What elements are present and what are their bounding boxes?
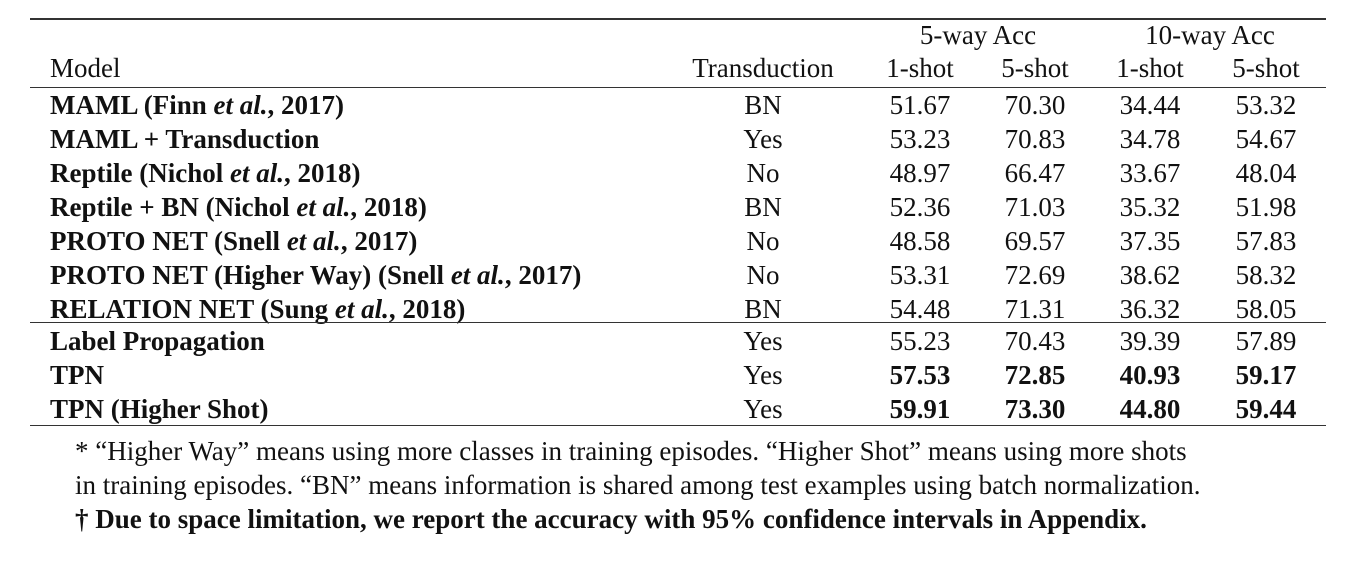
accuracy-cell: 38.62 (1119, 260, 1181, 290)
accuracy-cell: 59.17 (1235, 360, 1297, 390)
accuracy-cell: 59.91 (889, 394, 951, 424)
results-table-figure: 5-way Acc 10-way Acc Model Transduction … (30, 0, 1326, 568)
accuracy-cell: 37.35 (1119, 226, 1181, 256)
transduction-cell: BN (744, 294, 782, 324)
model-name-year: , 2018) (350, 192, 427, 222)
transduction-cell: Yes (743, 124, 783, 154)
accuracy-cell: 54.67 (1235, 124, 1297, 154)
model-name-cell: PROTO NET (Snell et al., 2017) (50, 224, 417, 258)
accuracy-cell: 48.97 (889, 158, 951, 188)
accuracy-cell: 52.36 (889, 192, 951, 222)
accuracy-cell: 70.83 (1004, 124, 1066, 154)
accuracy-cell: 40.93 (1119, 360, 1181, 390)
accuracy-cell: 51.98 (1235, 192, 1297, 222)
accuracy-cell: 69.57 (1004, 226, 1066, 256)
accuracy-cell: 57.83 (1235, 226, 1297, 256)
model-name-et-al: et al. (334, 294, 389, 324)
group-header-10-way: 10-way Acc (1145, 20, 1275, 50)
accuracy-cell: 73.30 (1004, 394, 1066, 424)
model-name-cell: Reptile + BN (Nichol et al., 2018) (50, 190, 427, 224)
table-header-rule (30, 87, 1326, 88)
transduction-cell: Yes (743, 326, 783, 356)
column-header-10way-5shot: 5-shot (1232, 53, 1300, 83)
accuracy-cell: 53.23 (889, 124, 951, 154)
accuracy-cell: 48.04 (1235, 158, 1297, 188)
model-name-year: , 2017) (504, 260, 582, 290)
accuracy-cell: 36.32 (1119, 294, 1181, 324)
accuracy-cell: 34.78 (1119, 124, 1181, 154)
column-header-transduction: Transduction (692, 53, 834, 83)
model-name-year: , 2017) (267, 90, 345, 120)
accuracy-cell: 34.44 (1119, 90, 1181, 120)
model-name-cell: TPN (Higher Shot) (50, 392, 269, 426)
model-name-cell: Label Propagation (50, 324, 265, 358)
model-name-cell: MAML + Transduction (50, 122, 319, 156)
accuracy-cell: 71.03 (1004, 192, 1066, 222)
model-name-text: Reptile + BN (Nichol (50, 192, 297, 222)
model-name-year: , 2018) (388, 294, 466, 324)
column-header-10way-1shot: 1-shot (1116, 53, 1184, 83)
accuracy-cell: 72.85 (1004, 360, 1066, 390)
group-header-5-way: 5-way Acc (919, 20, 1037, 50)
model-name-text: Reptile (Nichol (50, 158, 230, 188)
model-name-text: PROTO NET (Snell (50, 226, 287, 256)
accuracy-cell: 57.53 (889, 360, 951, 390)
model-name-text: TPN (50, 360, 104, 390)
accuracy-cell: 70.30 (1004, 90, 1066, 120)
transduction-cell: Yes (743, 394, 783, 424)
accuracy-cell: 66.47 (1004, 158, 1066, 188)
table-section-rule (30, 322, 1326, 323)
model-name-et-al: et al. (450, 260, 505, 290)
accuracy-cell: 71.31 (1004, 294, 1066, 324)
model-name-et-al: et al. (229, 158, 284, 188)
column-header-5way-5shot: 5-shot (1001, 53, 1069, 83)
accuracy-cell: 72.69 (1004, 260, 1066, 290)
model-name-text: PROTO NET (Higher Way) (Snell (50, 260, 451, 290)
accuracy-cell: 54.48 (889, 294, 951, 324)
footnote-confidence-intervals: † Due to space limitation, we report the… (75, 504, 1147, 534)
model-name-et-al: et al. (286, 226, 341, 256)
accuracy-cell: 58.32 (1235, 260, 1297, 290)
transduction-cell: No (746, 158, 780, 188)
model-name-year: , 2018) (283, 158, 361, 188)
model-name-text: MAML (Finn (50, 90, 214, 120)
accuracy-cell: 53.32 (1235, 90, 1297, 120)
accuracy-cell: 55.23 (889, 326, 951, 356)
table-bottom-rule (30, 425, 1326, 426)
model-name-cell: PROTO NET (Higher Way) (Snell et al., 20… (50, 258, 581, 292)
column-header-model: Model (50, 53, 121, 83)
accuracy-cell: 57.89 (1235, 326, 1297, 356)
accuracy-cell: 44.80 (1119, 394, 1181, 424)
accuracy-cell: 51.67 (889, 90, 951, 120)
model-name-cell: RELATION NET (Sung et al., 2018) (50, 292, 465, 326)
model-name-text: RELATION NET (Sung (50, 294, 335, 324)
accuracy-cell: 33.67 (1119, 158, 1181, 188)
model-name-text: TPN (Higher Shot) (50, 394, 269, 424)
column-header-5way-1shot: 1-shot (886, 53, 954, 83)
model-name-cell: MAML (Finn et al., 2017) (50, 88, 344, 122)
model-name-et-al: et al. (296, 192, 351, 222)
transduction-cell: No (746, 260, 780, 290)
transduction-cell: BN (744, 90, 782, 120)
transduction-cell: BN (744, 192, 782, 222)
table-top-rule (30, 18, 1326, 20)
model-name-year: , 2017) (340, 226, 418, 256)
model-name-et-al: et al. (213, 90, 268, 120)
footnote-bn: in training episodes. “BN” means informa… (75, 470, 1201, 500)
model-name-text: MAML + Transduction (50, 124, 320, 154)
accuracy-cell: 70.43 (1004, 326, 1066, 356)
accuracy-cell: 58.05 (1235, 294, 1297, 324)
accuracy-cell: 53.31 (889, 260, 951, 290)
model-name-cell: Reptile (Nichol et al., 2018) (50, 156, 360, 190)
accuracy-cell: 59.44 (1235, 394, 1297, 424)
footnote-higher-way: * “Higher Way” means using more classes … (75, 436, 1187, 466)
accuracy-cell: 48.58 (889, 226, 951, 256)
accuracy-cell: 39.39 (1119, 326, 1181, 356)
model-name-text: Label Propagation (50, 326, 265, 356)
transduction-cell: Yes (743, 360, 783, 390)
model-name-cell: TPN (50, 358, 104, 392)
accuracy-cell: 35.32 (1119, 192, 1181, 222)
transduction-cell: No (746, 226, 780, 256)
